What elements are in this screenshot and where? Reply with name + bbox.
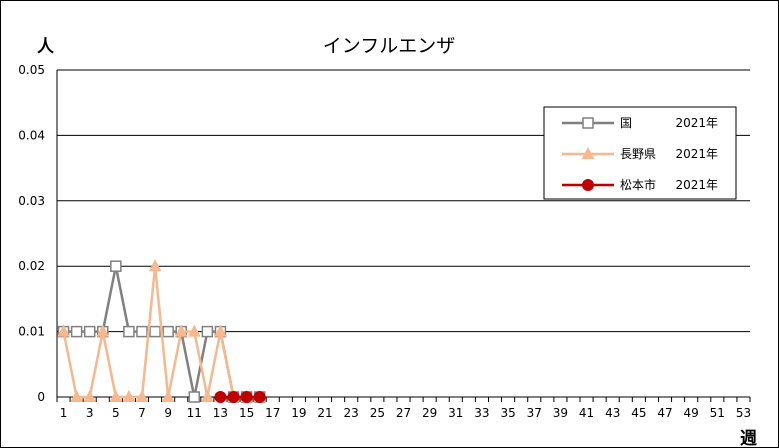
x-tick-label: 23	[344, 406, 359, 420]
x-tick-label: 37	[527, 406, 542, 420]
x-tick-label: 51	[710, 406, 725, 420]
series-line	[62, 266, 260, 399]
x-tick-label: 27	[396, 406, 411, 420]
y-axis-unit-label: 人	[37, 37, 55, 57]
data-point	[123, 325, 135, 338]
series-group	[57, 259, 266, 403]
x-tick-label: 11	[187, 406, 202, 420]
x-tick-label: 45	[631, 406, 646, 420]
x-tick-label: 15	[239, 406, 254, 420]
data-point	[227, 391, 240, 403]
x-tick-label: 7	[138, 406, 146, 420]
data-point	[70, 389, 83, 402]
y-tick-label: 0.02	[18, 259, 45, 273]
data-point	[70, 325, 83, 338]
x-tick-label: 17	[265, 406, 280, 420]
x-tick-label: 49	[684, 406, 699, 420]
legend-series-name: 松本市	[620, 177, 656, 192]
data-point	[162, 325, 174, 338]
data-point	[188, 391, 201, 403]
series-3	[214, 391, 266, 403]
x-tick-label: 25	[370, 406, 385, 420]
y-tick-label: 0.01	[18, 325, 45, 339]
data-point	[96, 324, 110, 337]
y-tick-label: 0	[37, 390, 45, 404]
x-tick-label: 33	[474, 406, 489, 420]
chart-title: インフルエンザ	[323, 35, 455, 57]
x-tick-label: 47	[657, 406, 672, 420]
data-point	[214, 391, 227, 403]
data-point	[161, 389, 175, 402]
x-tick-label: 43	[605, 406, 620, 420]
x-tick-label: 53	[736, 406, 751, 420]
x-axis-ticks: 1 3 5 7 9 11 13 15 17 19 21 23 25 27 29 31 33 35 37 39 41 43 4…	[56, 397, 751, 420]
data-point	[174, 324, 188, 337]
y-tick-label: 0.04	[18, 128, 45, 142]
legend-series-name: 長野県	[620, 147, 656, 161]
x-tick-label: 13	[213, 406, 228, 420]
data-point	[201, 389, 214, 402]
x-tick-label: 35	[500, 406, 515, 420]
x-axis-unit-label: 週	[740, 429, 757, 448]
x-tick-label: 39	[553, 406, 568, 420]
data-point	[135, 389, 149, 402]
legend-series-name: 国	[620, 116, 632, 130]
y-tick-label: 0.05	[18, 63, 45, 77]
data-point	[214, 324, 227, 337]
x-tick-label: 29	[422, 406, 437, 420]
data-point	[109, 389, 123, 402]
data-point	[240, 391, 253, 403]
data-point	[187, 324, 201, 337]
data-point	[83, 389, 97, 402]
legend-series-year: 2021年	[675, 178, 718, 192]
data-point	[201, 325, 214, 338]
data-point	[148, 259, 162, 272]
data-point	[149, 325, 161, 338]
x-tick-label: 21	[317, 406, 332, 420]
data-point	[122, 389, 136, 402]
x-tick-label: 41	[579, 406, 594, 420]
x-tick-label: 19	[291, 406, 306, 420]
y-axis-ticks: 0 0.01 0.02 0.03 0.04 0.05	[18, 63, 45, 404]
x-tick-label: 31	[448, 406, 463, 420]
data-point	[136, 325, 148, 338]
x-tick-label: 1	[60, 406, 68, 420]
data-point	[253, 391, 266, 403]
legend-marker	[582, 179, 594, 191]
legend-marker	[582, 117, 594, 129]
x-tick-label: 9	[164, 406, 172, 420]
x-tick-label: 5	[112, 406, 120, 420]
y-tick-label: 0.03	[18, 194, 45, 208]
legend-series-year: 2021年	[675, 147, 718, 161]
data-point	[83, 325, 96, 338]
legend-series-year: 2021年	[675, 116, 718, 130]
data-point	[110, 260, 122, 272]
legend-marker	[581, 146, 595, 159]
data-point	[57, 324, 70, 337]
x-tick-label: 3	[86, 406, 94, 420]
